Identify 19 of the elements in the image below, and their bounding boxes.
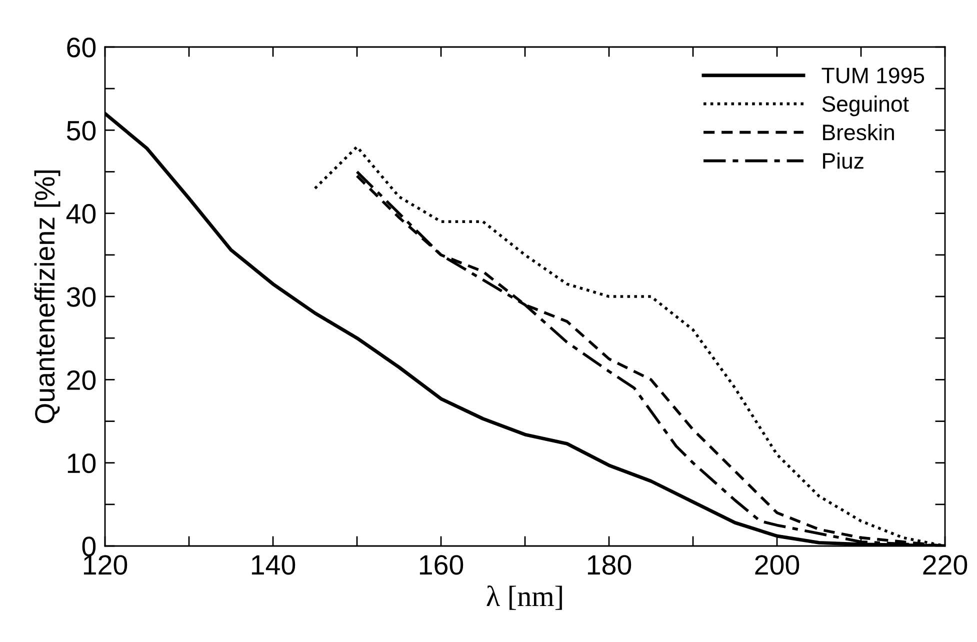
x-tick-label: 200 [755,555,800,575]
y-tick-label: 50 [66,120,96,141]
legend-label: Seguinot [822,95,909,116]
x-tick-label: 220 [923,555,968,575]
x-axis-title: λ [nm] [486,585,562,610]
y-tick-label: 10 [68,454,96,474]
x-tick-label: 120 [84,555,128,575]
x-tick-label: 140 [252,555,296,575]
y-tick-label: 30 [66,287,96,307]
x-tick-label: 160 [420,555,464,575]
y-tick-label: 0 [82,536,96,556]
y-tick-label: 60 [67,38,96,58]
legend-label: Piuz [823,152,864,169]
y-tick-label: 40 [66,204,96,224]
y-tick-label: 20 [67,370,96,390]
legend-label: Breskin [823,124,894,140]
x-tick-label: 180 [588,555,632,575]
y-axis-title: Quanteneffizienz [%] [34,170,60,424]
legend-label: TUM 1995 [822,68,924,84]
